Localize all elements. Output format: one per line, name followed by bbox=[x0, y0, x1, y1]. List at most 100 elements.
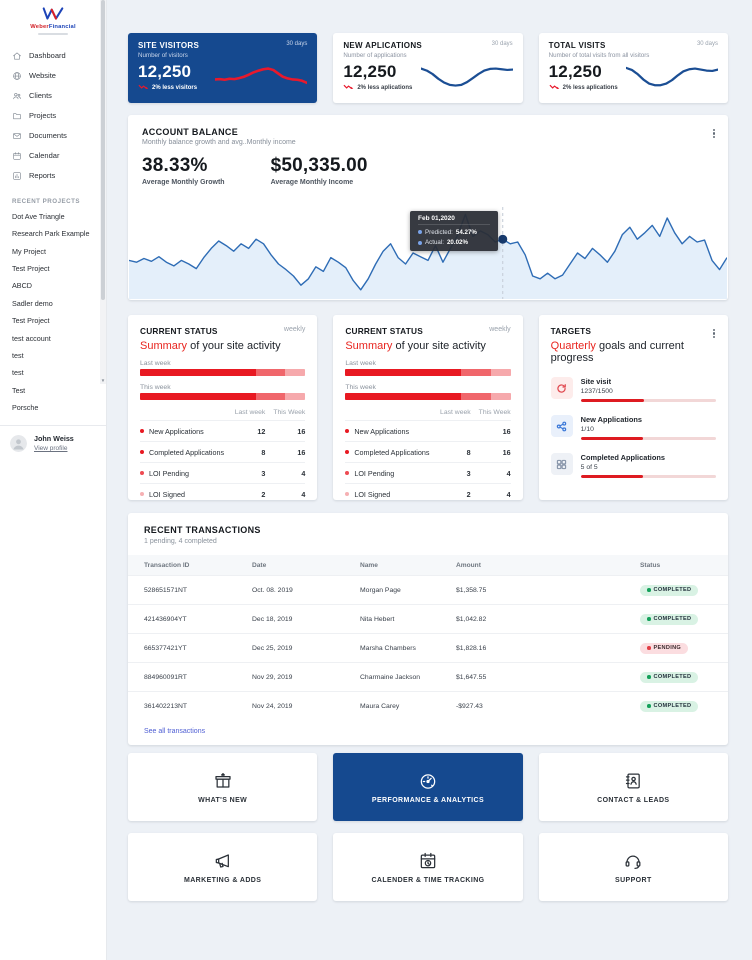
status-dot-icon bbox=[647, 588, 651, 592]
tile-what-s-new[interactable]: WHAT'S NEW bbox=[128, 753, 318, 821]
tooltip-predicted-row: Predicted: 54.27% bbox=[418, 229, 490, 236]
sidebar-item-dashboard[interactable]: Dashboard bbox=[0, 46, 106, 66]
sidebar-item-label: Reports bbox=[29, 171, 56, 181]
transaction-amount: -$927.43 bbox=[456, 691, 640, 720]
project-item-test[interactable]: test bbox=[12, 350, 24, 360]
target-progress-bar bbox=[580, 437, 716, 440]
transaction-name: Charmaine Jackson bbox=[360, 662, 456, 692]
headset-icon bbox=[623, 851, 643, 871]
view-profile-link[interactable]: View profile bbox=[34, 445, 68, 453]
tile-label: SUPPORT bbox=[615, 876, 652, 884]
bullet-dot-icon bbox=[345, 450, 350, 454]
sidebar-scrollbar-track[interactable]: ▼ bbox=[100, 0, 106, 384]
project-item-sadler-demo[interactable]: Sadler demo bbox=[12, 298, 53, 308]
transaction-id: 528651571NT bbox=[128, 575, 252, 605]
status-dot-icon bbox=[647, 675, 651, 679]
stat-card-period: 30 days bbox=[491, 41, 513, 47]
sidebar-item-clients[interactable]: Clients bbox=[0, 86, 106, 106]
target-value: 1237/1500 bbox=[580, 387, 613, 395]
project-item-dot-ave-triangle[interactable]: Dot Ave Triangle bbox=[12, 211, 65, 221]
project-item-research-park-example[interactable]: Research Park Example bbox=[12, 229, 90, 239]
stat-card-new-aplications[interactable]: NEW APLICATIONS Number of applications 30 … bbox=[333, 33, 523, 103]
status-this-week-value: 4 bbox=[506, 489, 511, 499]
table-row[interactable]: 528651571NT Oct. 08. 2019 Morgan Page $1,35… bbox=[128, 575, 728, 605]
stat-growth: 38.33% Average Monthly Growth bbox=[142, 155, 225, 186]
globe-icon bbox=[12, 71, 22, 81]
transaction-name: Maura Carey bbox=[360, 691, 456, 720]
column-header-amount: Amount bbox=[456, 561, 481, 569]
status-title: CURRENT STATUS bbox=[140, 326, 218, 336]
share-icon bbox=[550, 415, 573, 437]
see-all-transactions-link[interactable]: See all transactions bbox=[144, 728, 206, 735]
status-last-week-value: 12 bbox=[257, 426, 266, 436]
table-row[interactable]: 421436904YT Dec 18, 2019 Nita Hebert $1,042… bbox=[128, 604, 728, 634]
target-value: 5 of 5 bbox=[580, 463, 598, 471]
tile-calender-time-tracking[interactable]: CALENDER & TIME TRACKING bbox=[333, 833, 523, 901]
project-item-test-account[interactable]: test account bbox=[12, 333, 51, 343]
predicted-label: Predicted: bbox=[425, 228, 453, 236]
tile-contact-leads[interactable]: CONTACT & LEADS bbox=[538, 753, 728, 821]
contacts-icon bbox=[623, 771, 643, 791]
activity-bar bbox=[345, 369, 511, 376]
status-last-week-value: 2 bbox=[466, 489, 471, 499]
status-this-week-value: 4 bbox=[506, 468, 511, 478]
project-item-abcd[interactable]: ABCD bbox=[12, 281, 32, 291]
recent-transactions-card: RECENT TRANSACTIONS 1 pending, 4 complet… bbox=[128, 513, 728, 745]
project-item-porsche[interactable]: Porsche bbox=[12, 403, 39, 413]
sidebar-item-label: Clients bbox=[29, 91, 52, 101]
actual-label: Actual: bbox=[425, 239, 444, 246]
target-label: New Applications bbox=[580, 415, 642, 424]
targets-subtitle: Quarterly goals and current progress bbox=[550, 340, 684, 364]
refresh-icon bbox=[550, 377, 573, 399]
transaction-id: 361402213NT bbox=[128, 691, 252, 720]
user-profile[interactable]: John Weiss View profile bbox=[0, 425, 106, 460]
tile-performance-analytics[interactable]: PERFORMANCE & ANALYTICS bbox=[333, 753, 523, 821]
tile-support[interactable]: SUPPORT bbox=[538, 833, 728, 901]
stat-card-value: 12,250 bbox=[138, 62, 192, 81]
column-header-status: Status bbox=[640, 561, 661, 569]
trend-down-icon bbox=[549, 84, 559, 90]
project-item-my-project[interactable]: My Project bbox=[12, 246, 46, 256]
balance-chart[interactable]: Feb 01,2020 Predicted: 54.27% Actual: 20… bbox=[129, 207, 727, 299]
stat-card-site-visitors[interactable]: SITE VISITORS Number of visitors 30 days 12… bbox=[128, 33, 318, 103]
brand-logo[interactable]: WeberFinancial bbox=[0, 0, 106, 38]
tile-label: CALENDER & TIME TRACKING bbox=[371, 876, 485, 884]
status-period: weekly bbox=[283, 326, 306, 333]
transactions-title: RECENT TRANSACTIONS bbox=[144, 525, 261, 535]
status-metric-label: Completed Applications bbox=[149, 447, 225, 457]
transactions-table: Transaction ID Date Name Amount Status 52865… bbox=[128, 555, 728, 720]
balance-subtitle: Monthly balance growth and avg..Monthly … bbox=[142, 139, 296, 146]
brand-tagline bbox=[38, 32, 68, 35]
sidebar-item-calendar[interactable]: Calendar bbox=[0, 146, 106, 166]
tile-marketing-adds[interactable]: MARKETING & ADDS bbox=[128, 833, 318, 901]
table-row[interactable]: 361402213NT Nov 24, 2019 Maura Carey -$927.… bbox=[128, 691, 728, 720]
status-metric-row: LOI Pending 3 4 bbox=[140, 462, 306, 483]
project-item-test-project[interactable]: Test Project bbox=[12, 316, 50, 326]
sidebar-item-website[interactable]: Website bbox=[0, 66, 106, 86]
project-item-test[interactable]: test bbox=[12, 368, 24, 378]
sidebar-scrollbar-thumb[interactable] bbox=[101, 0, 105, 300]
status-metric-row: Completed Applications 8 16 bbox=[140, 441, 306, 462]
stat-card-subtitle: Number of visitors bbox=[138, 52, 188, 59]
sidebar-item-projects[interactable]: Projects bbox=[0, 106, 106, 126]
sidebar-item-reports[interactable]: Reports bbox=[0, 166, 106, 186]
sidebar-item-documents[interactable]: Documents bbox=[0, 126, 106, 146]
stat-card-total-visits[interactable]: TOTAL VISITS Number of total visits from … bbox=[538, 33, 728, 103]
chart-tooltip: Feb 01,2020 Predicted: 54.27% Actual: 20… bbox=[410, 211, 499, 251]
tooltip-actual-row: Actual: 20.02% bbox=[418, 239, 490, 246]
project-item-test-project[interactable]: Test Project bbox=[12, 264, 50, 274]
kebab-menu-icon[interactable] bbox=[711, 125, 717, 142]
transactions-table-head: Transaction ID Date Name Amount Status bbox=[128, 555, 728, 576]
targets-card: TARGETS Quarterly goals and current prog… bbox=[538, 315, 728, 500]
tile-label: WHAT'S NEW bbox=[198, 796, 248, 804]
status-this-week-value: 4 bbox=[301, 468, 306, 478]
scroll-down-arrow-icon[interactable]: ▼ bbox=[100, 378, 106, 383]
status-metric-label: New Applications bbox=[149, 426, 204, 436]
table-row[interactable]: 884960091RT Nov 29, 2019 Charmaine Jackson… bbox=[128, 662, 728, 692]
project-item-test[interactable]: Test bbox=[12, 385, 26, 395]
status-last-week-value: 8 bbox=[261, 447, 266, 457]
sparkline-chart bbox=[420, 67, 513, 87]
targets-items: Site visit 1237/1500 New Applications 1/10 C… bbox=[550, 377, 716, 478]
kebab-menu-icon[interactable] bbox=[711, 325, 717, 342]
table-row[interactable]: 665377421YT Dec 25, 2019 Marsha Chambers $1… bbox=[128, 633, 728, 663]
